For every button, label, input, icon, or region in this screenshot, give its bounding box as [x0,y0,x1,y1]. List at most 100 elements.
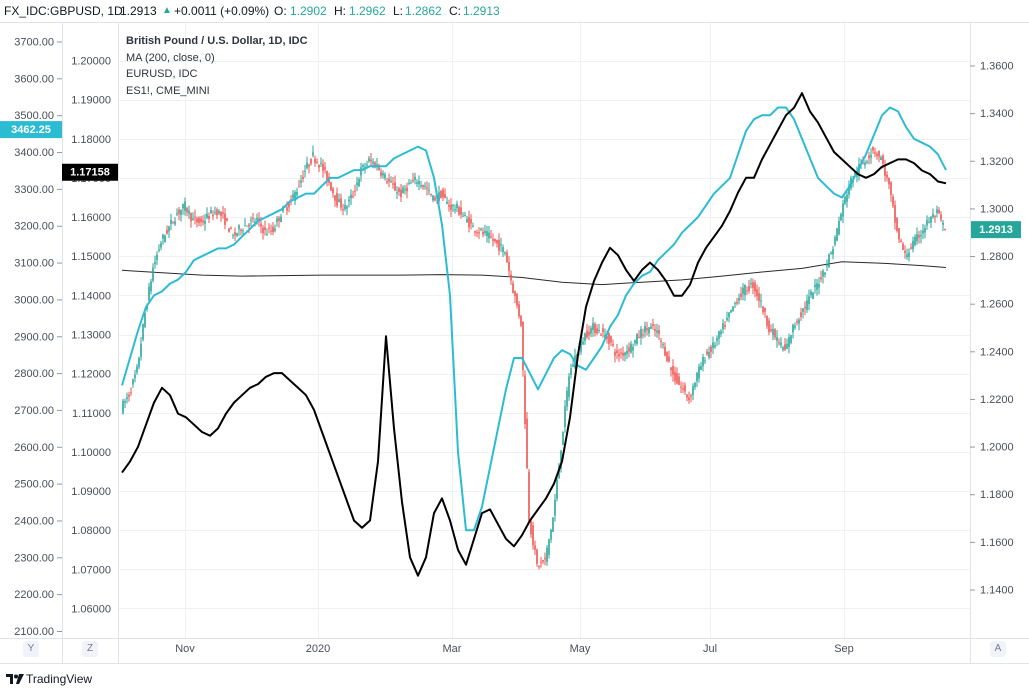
candle-body [250,219,252,221]
candle-body [184,201,186,211]
candle [754,280,756,298]
candle [942,219,944,232]
candle-body [542,559,544,562]
legend-ma[interactable]: MA (200, close, 0) [126,51,215,64]
candle-body [484,230,486,233]
candle-body [218,211,220,214]
candle [892,194,894,209]
candle-body [264,227,266,230]
candle [734,301,736,308]
candle [294,190,296,205]
candle [602,323,604,338]
auto-scale-button[interactable]: A [990,641,1006,657]
candle-body [240,229,242,232]
candle [506,249,508,263]
candle-body [340,198,342,208]
candle-body [920,235,922,237]
candle-body [232,235,234,237]
candle-body [146,306,148,310]
time-axis-tick: Mar [443,643,462,655]
price-change: +0.0011 (+0.09%) [174,4,270,18]
candle [702,353,704,372]
candle [262,225,264,240]
candle-body [716,338,718,341]
candle-body [236,233,238,236]
candle [810,289,812,299]
candle [830,251,832,255]
candle-body [440,190,442,199]
candle-body [862,162,864,164]
candle-body [736,301,738,304]
candle-body [938,209,940,214]
candle [454,204,456,214]
candle [794,322,796,331]
candle-body [180,209,182,216]
candle [144,310,146,329]
gbp-axis-tick: 1.2400 [980,346,1014,358]
candle [884,159,886,182]
es-axis-tick: 3700.00 [14,37,54,49]
candle-body [670,367,672,371]
candle-body [634,339,636,344]
legend-compare-eurusd[interactable]: EURUSD, IDC [126,68,198,80]
candle [710,344,712,359]
candle-body [206,213,208,218]
candle-body [306,162,308,169]
candle-body [228,228,230,233]
candle-body [350,194,352,199]
candle-body [698,366,700,379]
candle-body [694,382,696,387]
candle [626,344,628,360]
candle-body [164,235,166,243]
candle-body [274,228,276,231]
candle-body [266,234,268,236]
candle-body [814,284,816,288]
symbol-name[interactable]: FX_IDC:GBPUSD, 1D [4,4,123,18]
candle-body [242,230,244,232]
y-axis-button[interactable]: Y [23,641,39,657]
candle [374,160,376,169]
candle [512,280,514,294]
candle [168,225,170,239]
candle [590,325,592,338]
candle [596,324,598,336]
candle-body [334,195,336,201]
legend-main-series[interactable]: British Pound / U.S. Dollar, 1D, IDC [126,35,308,47]
candle-body [504,252,506,254]
candle-body [776,337,778,341]
candle-body [330,182,332,191]
legend-compare-es[interactable]: ES1!, CME_MINI [126,84,210,97]
candle [776,330,778,348]
candle-body [690,395,692,397]
candle-body [356,182,358,186]
z-button[interactable]: Z [82,641,98,657]
candle-body [380,171,382,176]
candle [744,284,746,301]
candle-body [772,329,774,336]
candle [712,336,714,355]
candle-body [888,177,890,185]
candle [242,228,244,236]
candle-body [404,189,406,191]
gbp-axis-tick: 1.1800 [980,489,1014,501]
candle-body [496,239,498,244]
candle [630,340,632,354]
candle [342,203,344,216]
candle [150,278,152,295]
candle [158,244,160,253]
candle [872,146,874,154]
candle [264,220,266,236]
candle [728,312,730,323]
candle [912,236,914,253]
candle-body [704,360,706,362]
candle [886,171,888,182]
candle-body [434,197,436,201]
candle-body [792,324,794,333]
candle-body [780,342,782,346]
candle-body [260,223,262,227]
candle [226,217,228,222]
tradingview-brand[interactable]: TradingView [26,672,93,686]
candle-body [288,203,290,208]
candle [338,193,340,203]
